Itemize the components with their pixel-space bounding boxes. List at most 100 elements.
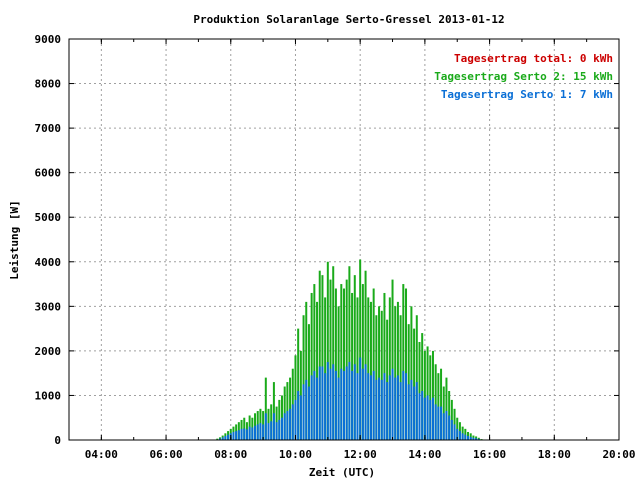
- plot-frame: [68, 38, 620, 441]
- bar-serto-2: [372, 288, 375, 440]
- bar-serto-1: [316, 377, 319, 440]
- bar-serto-1: [332, 364, 335, 440]
- bar-serto-2: [294, 355, 297, 440]
- bar-serto-2: [378, 306, 381, 440]
- bar-serto-1: [221, 437, 224, 440]
- bar-serto-2: [337, 306, 340, 440]
- bar-serto-2: [380, 310, 383, 440]
- bar-serto-2: [405, 288, 408, 440]
- bar-serto-1: [283, 413, 286, 440]
- bar-serto-1: [302, 384, 305, 440]
- bar-serto-1: [464, 434, 467, 440]
- bar-serto-1: [426, 395, 429, 440]
- bar-serto-2: [434, 364, 437, 440]
- bar-serto-2: [348, 266, 351, 440]
- bar-serto-2: [445, 377, 448, 440]
- bar-serto-2: [291, 368, 294, 440]
- y-tick-label: 7000: [35, 122, 62, 135]
- bar-serto-1: [456, 428, 459, 440]
- bar-serto-2: [326, 261, 329, 440]
- y-tick-label: 5000: [35, 211, 62, 224]
- bar-serto-1: [391, 368, 394, 440]
- bar-serto-1: [407, 384, 410, 440]
- bar-serto-2: [388, 297, 391, 440]
- bar-serto-1: [429, 399, 432, 440]
- bar-serto-2: [329, 279, 332, 440]
- bar-serto-1: [450, 419, 453, 440]
- bar-serto-2: [410, 306, 413, 440]
- bar-serto-1: [453, 424, 456, 440]
- bar-serto-2: [361, 284, 364, 440]
- bar-serto-1: [364, 364, 367, 440]
- bar-serto-2: [440, 368, 443, 440]
- bar-serto-1: [270, 421, 273, 440]
- bar-serto-2: [461, 426, 464, 440]
- bar-serto-2: [302, 315, 305, 440]
- bar-serto-1: [243, 428, 246, 440]
- bar-serto-1: [272, 413, 275, 440]
- bar-serto-2: [313, 284, 316, 440]
- y-tick-label: 0: [54, 434, 61, 447]
- bar-serto-2: [286, 382, 289, 440]
- bar-serto-2: [316, 301, 319, 440]
- bar-serto-2: [340, 284, 343, 440]
- bar-serto-2: [356, 297, 359, 440]
- bar-serto-2: [402, 284, 405, 440]
- bar-serto-2: [297, 328, 300, 440]
- bar-serto-2: [383, 292, 386, 440]
- bar-serto-1: [227, 434, 230, 440]
- bar-serto-1: [337, 377, 340, 440]
- bar-serto-1: [224, 435, 227, 440]
- bar-serto-2: [415, 315, 418, 440]
- bar-serto-2: [216, 438, 219, 440]
- chart-title: Produktion Solaranlage Serto-Gressel 201…: [193, 13, 504, 26]
- bar-serto-2: [396, 301, 399, 440]
- bar-serto-1: [361, 368, 364, 440]
- bar-serto-1: [369, 375, 372, 440]
- bar-serto-1: [324, 373, 327, 440]
- bar-serto-2: [351, 292, 354, 440]
- bar-serto-1: [318, 366, 321, 440]
- x-axis-label: Zeit (UTC): [309, 466, 375, 479]
- bar-serto-1: [448, 415, 451, 440]
- bar-serto-1: [305, 379, 308, 440]
- y-tick-label: 1000: [35, 389, 62, 402]
- bar-serto-1: [275, 422, 278, 440]
- bar-serto-1: [418, 393, 421, 440]
- bar-serto-1: [278, 419, 281, 440]
- bar-serto-1: [256, 424, 259, 440]
- bar-serto-2: [307, 324, 310, 440]
- bar-serto-2: [423, 350, 426, 440]
- bar-serto-2: [345, 279, 348, 440]
- bar-serto-2: [399, 315, 402, 440]
- bar-serto-1: [472, 437, 475, 440]
- bar-serto-1: [307, 386, 310, 440]
- bar-serto-2: [324, 297, 327, 440]
- x-tick-label: 18:00: [538, 448, 571, 461]
- bar-serto-2: [264, 377, 267, 440]
- bars: [216, 259, 483, 440]
- bar-serto-2: [332, 266, 335, 440]
- bar-serto-1: [237, 430, 240, 440]
- bar-serto-2: [318, 270, 321, 440]
- bar-serto-1: [445, 411, 448, 440]
- bar-serto-1: [421, 390, 424, 440]
- bar-serto-2: [343, 288, 345, 440]
- bar-serto-1: [321, 366, 324, 440]
- bar-serto-2: [367, 297, 370, 440]
- bar-serto-2: [305, 301, 308, 440]
- bar-serto-1: [267, 423, 270, 440]
- legend-item-serto-2: Tagesertrag Serto 2: 15 kWh: [434, 70, 613, 83]
- bar-serto-2: [464, 428, 467, 440]
- bar-serto-2: [442, 386, 445, 440]
- bar-serto-1: [313, 370, 316, 440]
- bar-serto-1: [383, 373, 386, 440]
- bar-serto-1: [291, 404, 294, 440]
- x-tick-label: 08:00: [214, 448, 247, 461]
- bar-serto-1: [372, 370, 375, 440]
- legend-item-serto-1: Tagesertrag Serto 1: 7 kWh: [441, 88, 613, 101]
- bar-serto-1: [399, 382, 402, 440]
- bar-serto-1: [348, 362, 351, 440]
- bar-serto-1: [475, 438, 478, 440]
